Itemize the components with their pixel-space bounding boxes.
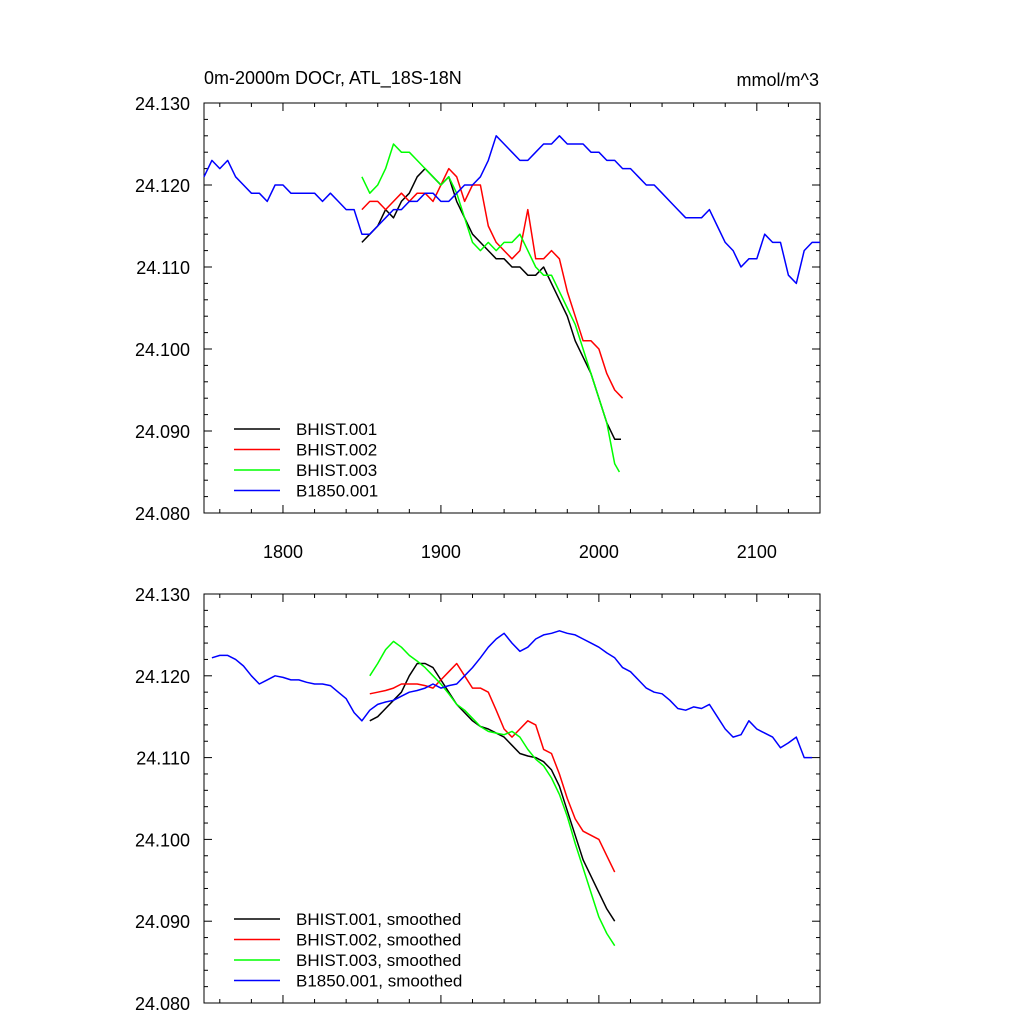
legend-label: BHIST.001, smoothed	[296, 910, 461, 929]
y-tick-label: 24.130	[135, 94, 190, 114]
y-tick-label: 24.120	[135, 667, 190, 687]
series-line-bhist-001-smoothed	[369, 662, 616, 922]
y-tick-label: 24.080	[135, 994, 190, 1014]
series-line-b1850-001-smoothed	[211, 630, 813, 759]
y-tick-label: 24.110	[136, 749, 190, 769]
y-tick-label: 24.120	[135, 176, 190, 196]
x-tick-label: 1800	[263, 542, 303, 562]
plot-frame-2	[203, 593, 821, 1004]
x-tick-label: 2000	[579, 542, 619, 562]
legend-label: BHIST.002	[296, 441, 377, 460]
series-line-bhist-002-smoothed	[369, 662, 616, 873]
y-tick-label: 24.090	[135, 912, 190, 932]
y-tick-label: 24.080	[135, 504, 190, 524]
legend-label: B1850.001	[296, 482, 378, 501]
units-label: mmol/m^3	[737, 70, 819, 90]
series-line-b1850-001	[203, 135, 820, 285]
legend-label: B1850.001, smoothed	[296, 972, 462, 991]
chart-title: 0m-2000m DOCr, ATL_18S-18N	[204, 68, 462, 89]
legend-label: BHIST.003	[296, 461, 377, 480]
legend-label: BHIST.001	[296, 420, 377, 439]
y-tick-label: 24.100	[135, 340, 190, 360]
series-line-bhist-003-smoothed	[369, 640, 616, 947]
legend-label: BHIST.003, smoothed	[296, 951, 461, 970]
x-tick-label: 1900	[421, 542, 461, 562]
legend-label: BHIST.002, smoothed	[296, 931, 461, 950]
y-tick-label: 24.090	[135, 422, 190, 442]
x-tick-label: 2100	[737, 542, 777, 562]
y-tick-label: 24.100	[135, 830, 190, 850]
series-line-bhist-003	[361, 143, 621, 473]
y-tick-label: 24.130	[135, 585, 190, 605]
plot-frame-1	[203, 102, 821, 514]
y-tick-label: 24.110	[136, 258, 190, 278]
series-line-bhist-002	[361, 167, 624, 399]
